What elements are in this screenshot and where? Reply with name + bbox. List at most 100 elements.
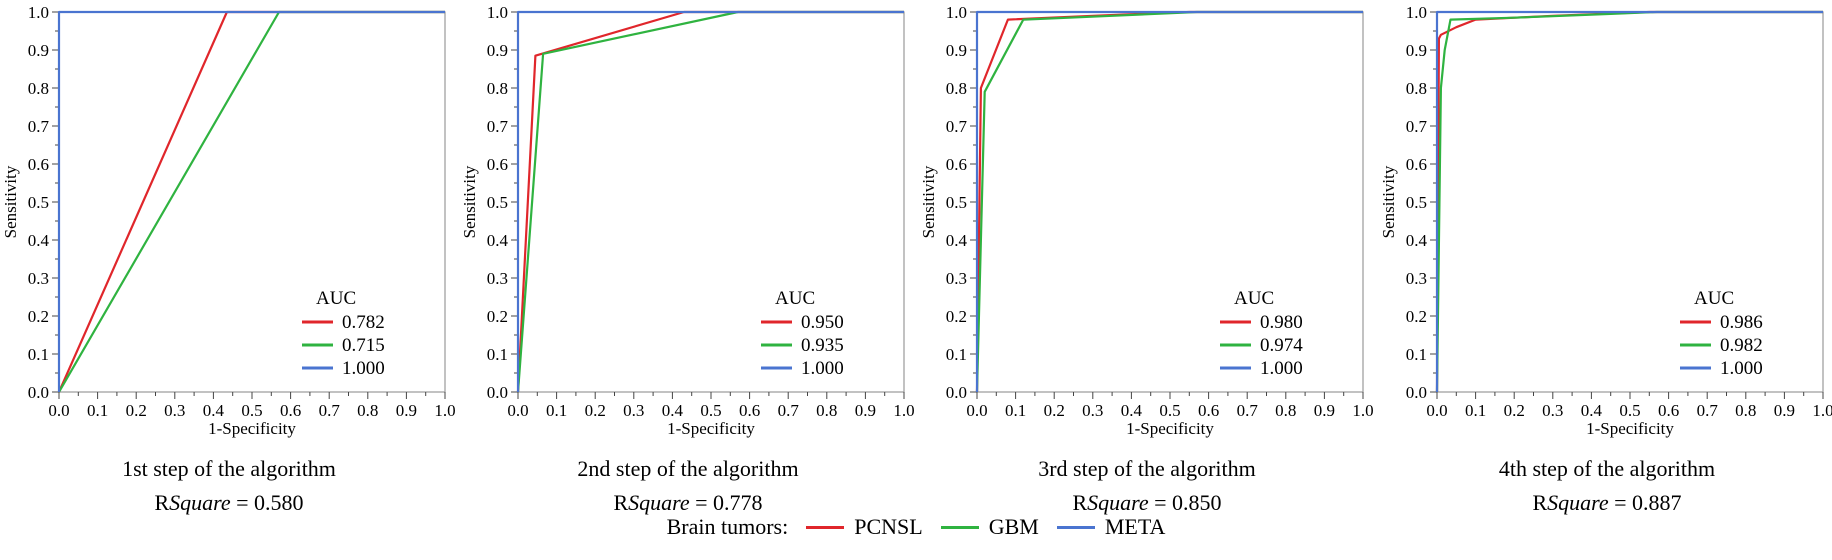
legend-swatch-gbm [940,525,979,529]
x-tick-label: 0.8 [1275,401,1296,420]
x-tick-label: 0.0 [48,401,69,420]
legend-text-gbm: GBM [988,514,1039,539]
x-tick-label: 0.2 [585,401,606,420]
x-tick-label: 0.2 [1044,401,1065,420]
x-tick-label: 1.0 [893,401,914,420]
x-tick-label: 0.5 [700,401,721,420]
roc-line-gbm [975,10,1363,393]
legend-item-pcnsl: PCNSL [806,514,923,540]
y-tick-label: 0.9 [487,41,508,60]
x-tick-label: 0.6 [280,401,301,420]
y-tick-label: 0.9 [1406,41,1427,60]
x-tick-label: 0.0 [507,401,528,420]
y-tick-label: 1.0 [28,3,49,22]
x-tick-label: 0.6 [1198,401,1219,420]
y-axis-label: Sensitivity [1379,165,1398,238]
roc-line-pcnsl [516,10,904,393]
y-tick-label: 0.3 [1406,269,1427,288]
auc-value-meta: 1.000 [1260,358,1303,379]
x-tick-label: 0.9 [1774,401,1795,420]
auc-value-meta: 1.000 [801,358,844,379]
y-tick-label: 0.4 [946,231,968,250]
y-tick-label: 0.8 [946,79,967,98]
y-axis-label: Sensitivity [919,165,938,238]
y-tick-label: 0.5 [946,193,967,212]
x-tick-label: 0.7 [1697,401,1719,420]
roc-line-meta [975,10,1363,392]
auc-legend-title: AUC [1694,288,1734,309]
y-tick-label: 0.4 [487,231,509,250]
panel-title: 4th step of the algorithm [1498,456,1716,481]
x-tick-label: 1.0 [1352,401,1373,420]
x-tick-label: 0.1 [1005,401,1026,420]
y-axis-label: Sensitivity [1,165,20,238]
y-tick-label: 0.1 [487,345,508,364]
x-tick-label: 1.0 [434,401,455,420]
auc-value-gbm: 0.974 [1260,335,1303,356]
roc-line-gbm [1435,10,1823,393]
rsquare-label: RSquare = 0.850 [1072,490,1222,515]
auc-legend-title: AUC [775,288,815,309]
auc-value-meta: 1.000 [1720,358,1763,379]
plot-frame [976,11,1364,393]
x-tick-label: 0.0 [1426,401,1447,420]
x-tick-label: 0.8 [1735,401,1756,420]
y-tick-label: 0.8 [28,79,49,98]
y-tick-label: 0.7 [1406,117,1428,136]
x-tick-label: 0.6 [739,401,760,420]
y-tick-label: 0.6 [1406,155,1427,174]
legend-text-pcnsl: PCNSL [854,514,923,539]
legend-item-meta: META [1056,514,1166,540]
y-tick-label: 0.5 [28,193,49,212]
auc-value-gbm: 0.982 [1720,335,1763,356]
y-tick-label: 0.1 [1406,345,1427,364]
rsquare-label: RSquare = 0.887 [1532,490,1682,515]
roc-line-meta [516,10,904,392]
roc-line-pcnsl [975,10,1363,393]
legend-item-gbm: GBM [940,514,1039,540]
y-tick-label: 0.3 [487,269,508,288]
x-tick-label: 0.4 [1581,401,1603,420]
x-tick-label: 0.7 [319,401,341,420]
y-tick-label: 0.0 [487,383,508,402]
y-axis-label: Sensitivity [460,165,479,238]
y-tick-label: 0.9 [28,41,49,60]
y-tick-label: 0.2 [487,307,508,326]
y-tick-label: 0.8 [487,79,508,98]
x-tick-label: 0.4 [1121,401,1143,420]
y-tick-label: 0.1 [28,345,49,364]
y-tick-label: 1.0 [487,3,508,22]
x-tick-label: 0.9 [396,401,417,420]
legend-swatch-meta [1056,525,1095,529]
x-tick-label: 0.0 [966,401,987,420]
x-tick-label: 0.6 [1658,401,1679,420]
x-axis-label: 1-Specificity [667,419,755,438]
x-tick-label: 0.8 [816,401,837,420]
auc-value-gbm: 0.935 [801,335,844,356]
x-tick-label: 0.9 [855,401,876,420]
y-tick-label: 0.9 [946,41,967,60]
x-tick-label: 0.1 [1465,401,1486,420]
y-tick-label: 0.4 [28,231,50,250]
rsquare-label: RSquare = 0.580 [154,490,304,515]
x-tick-label: 0.7 [778,401,800,420]
auc-legend-title: AUC [1234,288,1274,309]
x-tick-label: 0.3 [623,401,644,420]
auc-value-pcnsl: 0.980 [1260,312,1303,333]
x-tick-label: 0.2 [126,401,147,420]
x-tick-label: 0.4 [203,401,225,420]
panel-title: 3rd step of the algorithm [1038,456,1256,481]
x-tick-label: 0.1 [87,401,108,420]
x-tick-label: 0.4 [662,401,684,420]
y-tick-label: 0.7 [487,117,509,136]
auc-value-pcnsl: 0.950 [801,312,844,333]
y-tick-label: 0.5 [1406,193,1427,212]
rsquare-label: RSquare = 0.778 [613,490,763,515]
legend-text-meta: META [1104,514,1166,539]
x-tick-label: 0.3 [1542,401,1563,420]
x-tick-label: 0.8 [357,401,378,420]
roc-line-gbm [516,10,904,393]
x-tick-label: 0.7 [1237,401,1259,420]
roc-line-meta [57,10,445,392]
